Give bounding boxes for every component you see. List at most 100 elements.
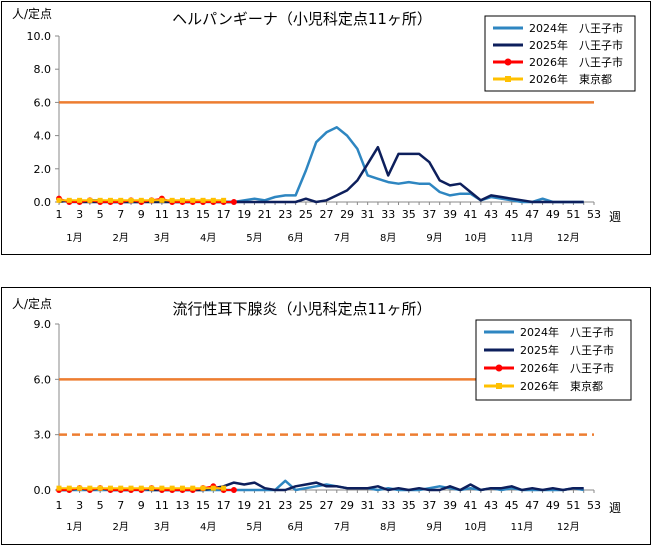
- month-label: 5月: [246, 232, 262, 244]
- data-point: [149, 197, 155, 203]
- legend-label: 2025年 八王子市: [520, 343, 614, 357]
- data-point: [210, 485, 216, 491]
- x-tick-label: 37: [422, 499, 436, 512]
- x-tick-label: 11: [155, 208, 169, 221]
- data-point: [190, 197, 196, 203]
- x-tick-label: 33: [381, 208, 395, 221]
- data-point: [230, 199, 237, 205]
- x-tick-label: 29: [340, 208, 354, 221]
- legend: 2024年 八王子市 2025年 八王子市 2026年 八王子市 2026年 東京都: [484, 15, 636, 92]
- legend-label: 2024年 八王子市: [520, 325, 614, 339]
- month-label: 12月: [557, 232, 580, 244]
- legend-label: 2024年 八王子市: [529, 21, 623, 35]
- x-tick-label: 45: [505, 499, 519, 512]
- data-point: [128, 485, 134, 491]
- x-tick-label: 27: [320, 499, 334, 512]
- x-axis-unit-label: 週: [609, 210, 621, 224]
- x-tick-label: 19: [237, 499, 251, 512]
- data-point: [77, 485, 83, 491]
- y-tick-label: 9.0: [34, 318, 52, 331]
- month-label: 11月: [511, 521, 534, 533]
- x-tick-label: 1: [56, 499, 63, 512]
- month-label: 11月: [511, 232, 534, 244]
- month-label: 4月: [200, 232, 216, 244]
- data-point: [200, 485, 206, 491]
- x-tick-label: 25: [299, 499, 313, 512]
- x-tick-label: 15: [196, 499, 210, 512]
- x-tick-label: 35: [402, 208, 416, 221]
- month-label: 8月: [380, 521, 396, 533]
- month-label: 1月: [66, 232, 82, 244]
- chart-title: ヘルパンギーナ（小児科定点11ヶ所）: [172, 10, 432, 28]
- x-tick-label: 23: [278, 499, 292, 512]
- x-tick-label: 49: [546, 208, 560, 221]
- x-tick-label: 1: [56, 208, 63, 221]
- x-tick-label: 3: [76, 208, 83, 221]
- y-axis-label: 人/定点: [12, 296, 52, 311]
- data-point: [221, 197, 227, 203]
- x-tick-label: 17: [217, 499, 231, 512]
- x-tick-label: 43: [484, 208, 498, 221]
- data-point: [179, 197, 185, 203]
- x-tick-label: 51: [566, 499, 580, 512]
- x-tick-label: 9: [138, 499, 145, 512]
- month-label: 3月: [154, 521, 170, 533]
- x-tick-label: 27: [320, 208, 334, 221]
- x-tick-label: 53: [587, 499, 601, 512]
- data-point: [87, 485, 93, 491]
- x-tick-label: 39: [443, 499, 457, 512]
- x-tick-label: 41: [464, 499, 478, 512]
- legend-marker: [504, 58, 512, 66]
- x-tick-label: 7: [117, 208, 124, 221]
- x-tick-label: 37: [422, 208, 436, 221]
- series-line-1: [58, 145, 584, 204]
- x-tick-label: 19: [237, 208, 251, 221]
- x-tick-label: 11: [155, 499, 169, 512]
- x-tick-label: 35: [402, 499, 416, 512]
- month-label: 7月: [334, 232, 350, 244]
- legend-marker: [496, 383, 502, 389]
- legend-marker: [505, 76, 511, 82]
- y-tick-label: 0.0: [34, 484, 52, 497]
- x-tick-label: 49: [546, 499, 560, 512]
- legend-label: 2025年 八王子市: [529, 38, 623, 52]
- x-tick-label: 43: [484, 499, 498, 512]
- x-tick-label: 33: [381, 499, 395, 512]
- legend: 2024年 八王子市 2025年 八王子市 2026年 八王子市 2026年 東京都: [475, 319, 632, 401]
- data-point: [118, 197, 124, 203]
- month-label: 7月: [334, 521, 350, 533]
- x-tick-label: 9: [138, 208, 145, 221]
- x-tick-label: 17: [217, 208, 231, 221]
- month-label: 9月: [426, 232, 442, 244]
- chart-panel-herpangina: ヘルパンギーナ（小児科定点11ヶ所） 人/定点週 0.0 2.0 4.0 6.0 8.0 10…: [1, 1, 651, 255]
- x-tick-label: 41: [464, 208, 478, 221]
- month-label: 10月: [464, 232, 487, 244]
- data-point: [169, 485, 175, 491]
- y-axis-label: 人/定点: [12, 6, 52, 21]
- data-point: [97, 485, 103, 491]
- y-tick-label: 6.0: [34, 373, 52, 386]
- legend-label: 2026年 東京都: [529, 72, 612, 86]
- legend-label: 2026年 八王子市: [520, 361, 614, 375]
- y-tick-label: 4.0: [34, 130, 52, 143]
- x-tick-label: 45: [505, 208, 519, 221]
- series-line-0: [58, 126, 584, 204]
- x-tick-label: 5: [97, 208, 104, 221]
- month-label: 1月: [66, 521, 82, 533]
- x-tick-label: 25: [299, 208, 313, 221]
- x-tick-label: 3: [76, 499, 83, 512]
- month-label: 5月: [246, 521, 262, 533]
- x-tick-label: 29: [340, 499, 354, 512]
- x-axis-unit-label: 週: [609, 501, 621, 515]
- legend-label: 2026年 八王子市: [529, 55, 623, 69]
- x-tick-label: 51: [566, 208, 580, 221]
- month-label: 2月: [113, 521, 129, 533]
- month-label: 9月: [426, 521, 442, 533]
- data-point: [97, 197, 103, 203]
- data-point: [128, 197, 134, 203]
- data-point: [159, 485, 165, 491]
- data-point: [230, 487, 237, 493]
- x-tick-label: 5: [97, 499, 104, 512]
- x-tick-label: 53: [587, 208, 601, 221]
